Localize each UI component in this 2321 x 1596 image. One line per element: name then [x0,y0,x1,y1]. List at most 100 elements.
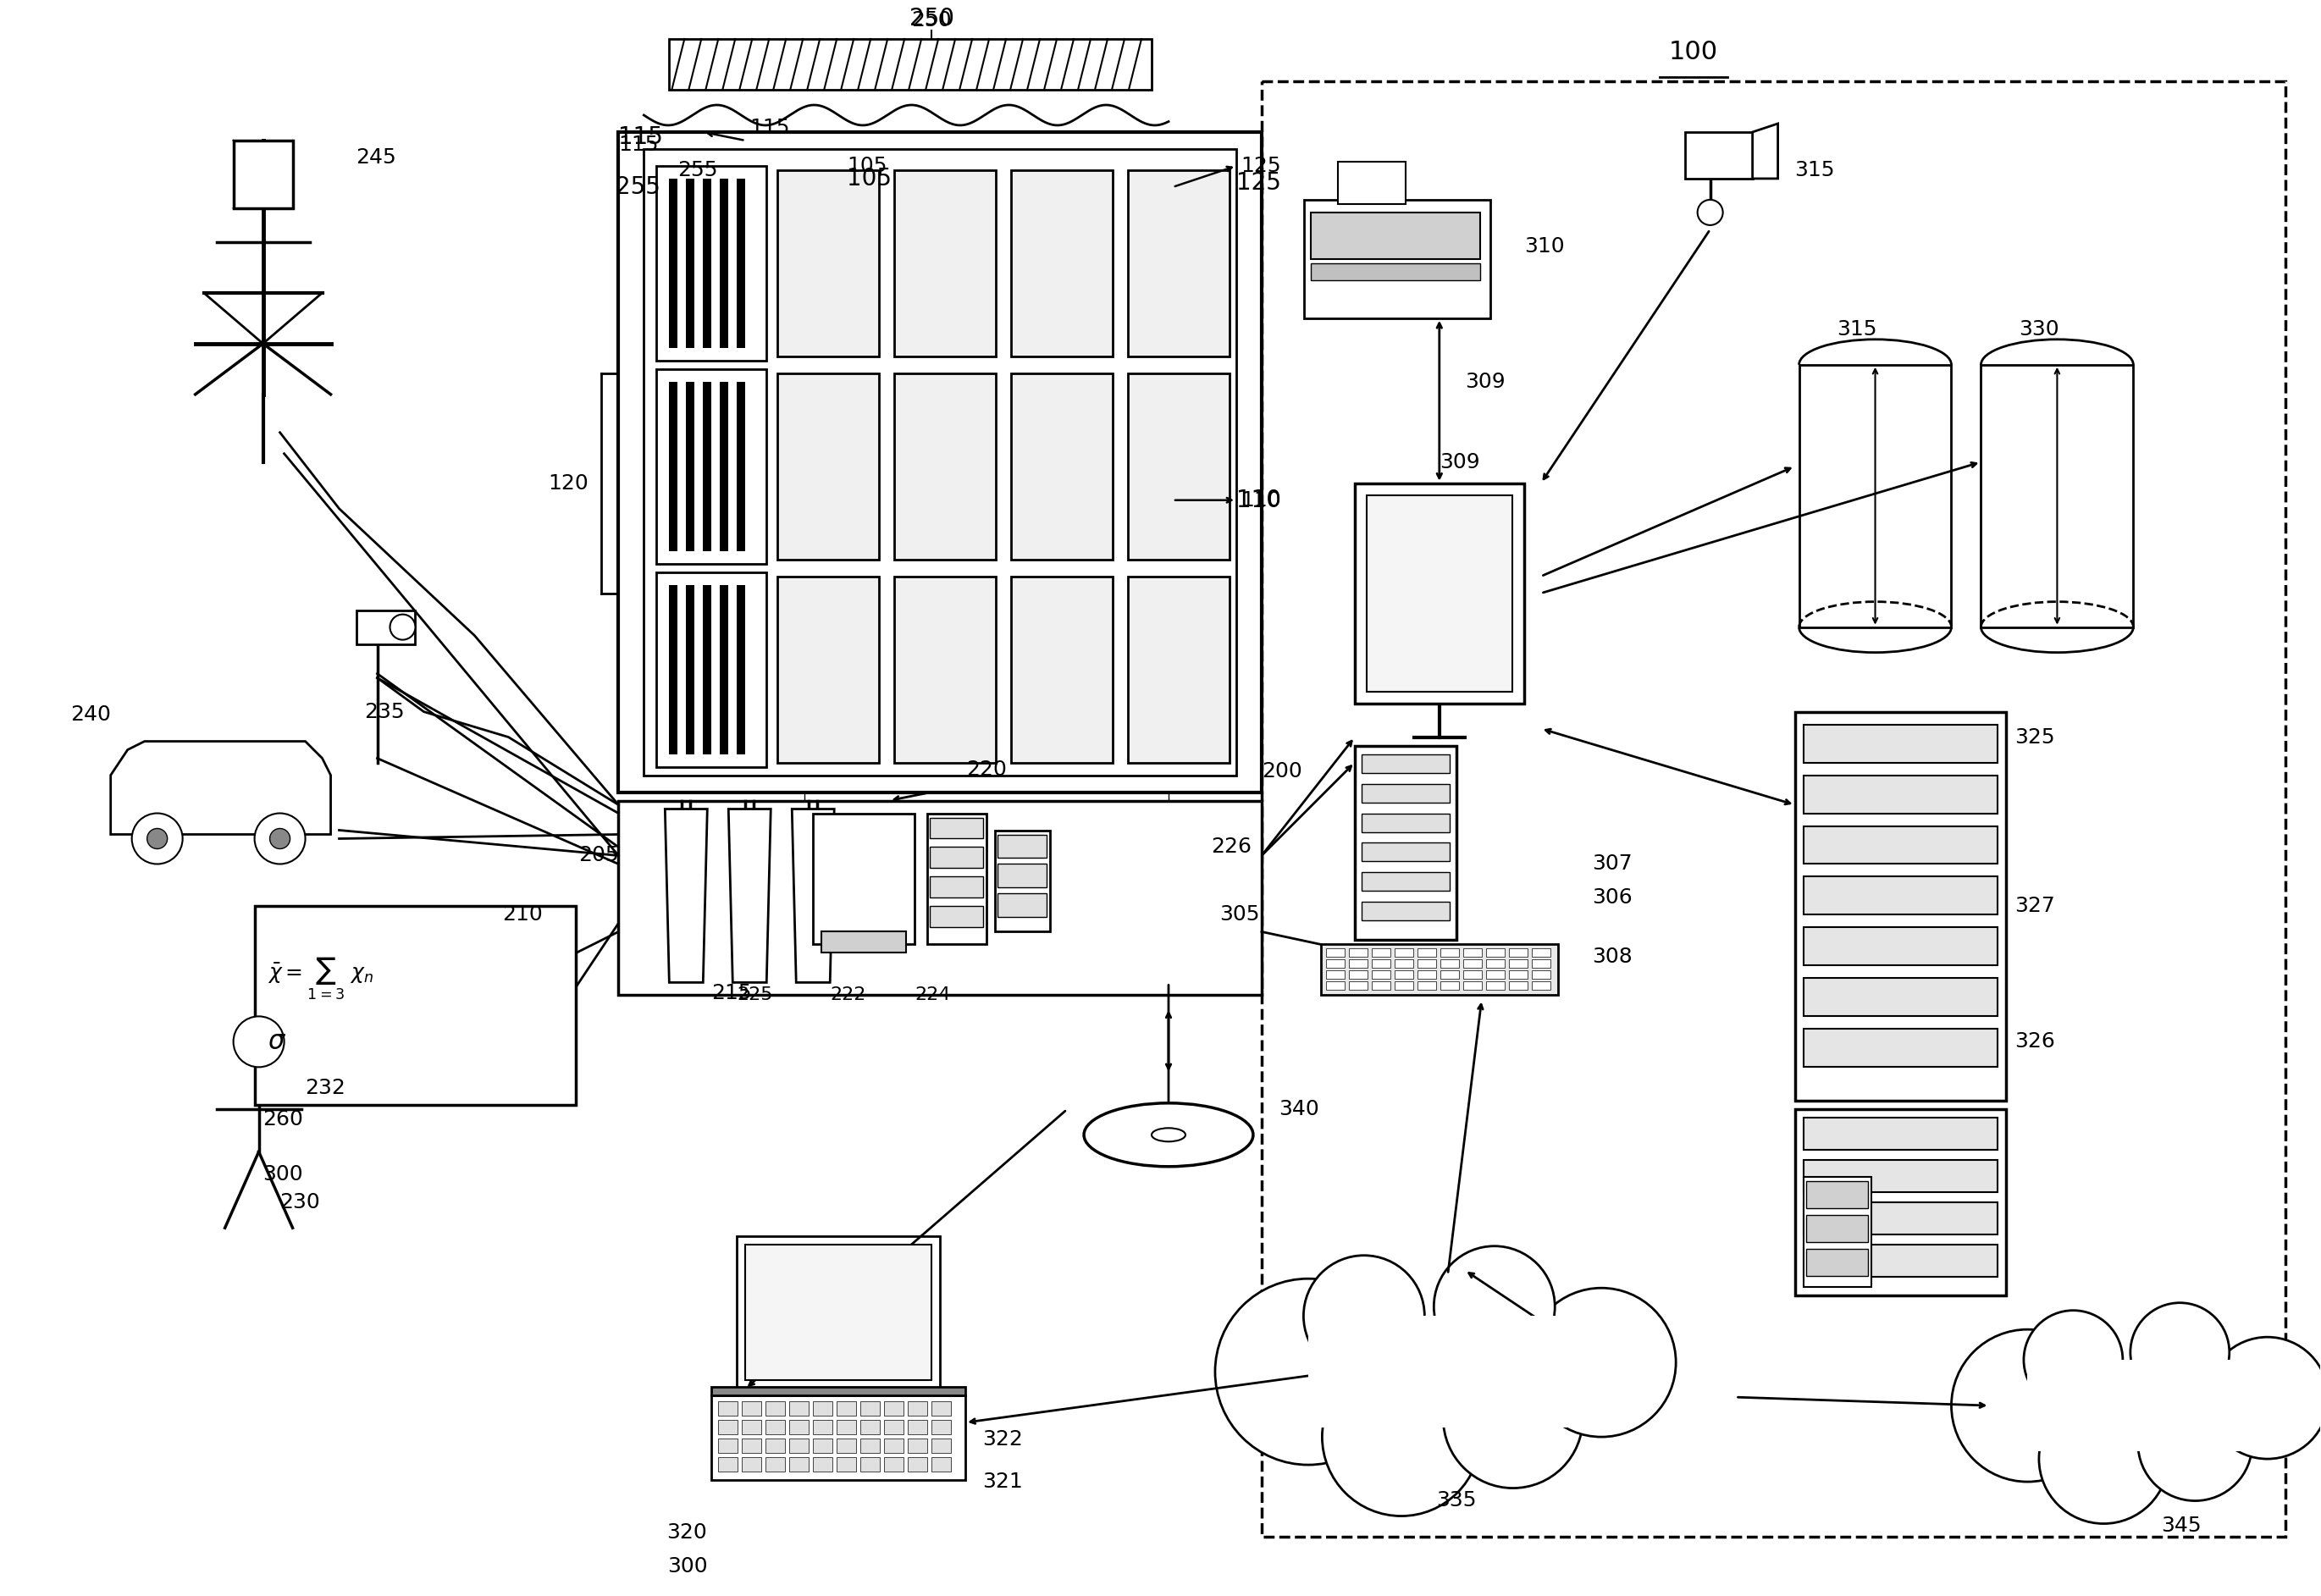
Bar [838,1401,856,1416]
Bar [1325,982,1344,990]
Bar [1485,970,1504,978]
Bar [1462,948,1481,958]
Text: 255: 255 [615,176,661,200]
Circle shape [1444,1349,1583,1487]
Polygon shape [111,741,330,835]
Text: 240: 240 [70,704,111,725]
Text: 300: 300 [666,1556,708,1577]
Bar [1128,171,1230,356]
Bar [894,171,996,356]
Bar [617,801,1263,996]
Bar [745,1245,931,1381]
Circle shape [2138,1387,2251,1500]
Bar [1532,982,1550,990]
Bar [1509,970,1527,978]
Bar [713,1395,966,1479]
Bar [789,1401,808,1416]
Bar [861,1457,880,1472]
Bar [1485,959,1504,969]
Bar [894,576,996,763]
Polygon shape [791,809,833,983]
Bar [1418,948,1437,958]
Text: 340: 340 [1279,1100,1318,1119]
Bar [717,1457,738,1472]
Bar [743,1401,761,1416]
Text: 260: 260 [262,1109,304,1130]
Bar [1372,948,1390,958]
Bar [1309,1317,1606,1427]
Bar [884,1401,903,1416]
Bar [1441,982,1460,990]
Circle shape [1527,1288,1676,1436]
Text: 105: 105 [847,156,887,176]
Text: 215: 215 [713,983,752,1004]
Bar [617,132,1263,792]
Text: 115: 115 [750,118,789,137]
Bar [931,1457,952,1472]
Bar [643,148,1237,776]
Text: 250: 250 [910,6,954,30]
Bar [1321,945,1557,996]
Text: 110: 110 [1237,488,1281,512]
Bar [838,1457,856,1472]
Text: 205: 205 [578,846,617,865]
Bar [1462,970,1481,978]
Bar [1337,161,1407,204]
Circle shape [2207,1337,2321,1459]
Bar [1509,982,1527,990]
Bar [668,381,678,551]
Bar [908,1401,928,1416]
Circle shape [146,828,167,849]
Bar [687,179,694,348]
Bar [1806,1250,1868,1277]
Bar [1803,1202,1998,1235]
Bar [1362,902,1451,921]
Text: 245: 245 [355,147,397,168]
Bar [1395,959,1413,969]
Text: 330: 330 [2019,319,2059,340]
Bar [812,1438,833,1452]
Text: 300: 300 [262,1165,304,1184]
Bar [657,571,766,766]
Bar [234,140,292,207]
Bar [1349,948,1367,958]
Bar [1349,970,1367,978]
Bar [687,584,694,753]
Bar [1362,843,1451,862]
Text: 100: 100 [1669,40,1718,64]
Polygon shape [1752,123,1778,179]
Bar [766,1438,784,1452]
Bar [822,932,905,953]
Bar [1362,753,1451,772]
Bar [703,179,713,348]
Bar [1803,1178,1871,1286]
Bar [717,1438,738,1452]
Circle shape [1697,200,1722,225]
Text: 307: 307 [1592,854,1632,875]
Circle shape [234,1017,283,1068]
Bar [738,381,745,551]
Circle shape [1304,1256,1425,1376]
Bar [657,166,766,361]
Text: 220: 220 [966,760,1007,779]
Bar [720,584,729,753]
Bar [931,907,984,927]
Bar [1349,982,1367,990]
Bar [884,1420,903,1435]
Bar [738,584,745,753]
Circle shape [390,614,415,640]
Bar [738,1237,940,1389]
Bar [884,1457,903,1472]
Bar [1311,212,1481,259]
Bar [996,830,1049,932]
Bar [931,1420,952,1435]
Bar [778,373,880,559]
Text: 125: 125 [1237,171,1281,195]
Circle shape [132,814,183,863]
Bar [1509,959,1527,969]
Bar [1462,982,1481,990]
Bar [1794,712,2005,1101]
Bar [1325,970,1344,978]
Circle shape [1434,1246,1555,1368]
Bar [1325,959,1344,969]
